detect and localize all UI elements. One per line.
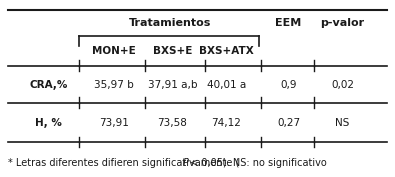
Text: 73,58: 73,58 bbox=[157, 118, 187, 128]
Text: 74,12: 74,12 bbox=[212, 118, 241, 128]
Text: BXS+ATX: BXS+ATX bbox=[199, 46, 254, 56]
Text: 0,27: 0,27 bbox=[277, 118, 300, 128]
Text: EEM: EEM bbox=[275, 18, 302, 28]
Text: 35,97 b: 35,97 b bbox=[94, 80, 134, 90]
Text: 0,9: 0,9 bbox=[280, 80, 297, 90]
Text: NS: NS bbox=[335, 118, 350, 128]
Text: MON+E: MON+E bbox=[92, 46, 136, 56]
Text: Tratamientos: Tratamientos bbox=[129, 18, 212, 28]
Text: * Letras diferentes difieren significativamente (: * Letras diferentes difieren significati… bbox=[8, 158, 239, 168]
Text: P: P bbox=[182, 158, 188, 168]
Text: H, %: H, % bbox=[35, 118, 62, 128]
Text: 40,01 a: 40,01 a bbox=[207, 80, 246, 90]
Text: 37,91 a,b: 37,91 a,b bbox=[148, 80, 197, 90]
Text: 73,91: 73,91 bbox=[99, 118, 129, 128]
Text: 0,02: 0,02 bbox=[331, 80, 354, 90]
Text: BXS+E: BXS+E bbox=[152, 46, 192, 56]
Text: CRA,%: CRA,% bbox=[29, 80, 68, 90]
Text: p-valor: p-valor bbox=[321, 18, 365, 28]
Text: < 0,05). NS: no significativo: < 0,05). NS: no significativo bbox=[187, 158, 327, 168]
